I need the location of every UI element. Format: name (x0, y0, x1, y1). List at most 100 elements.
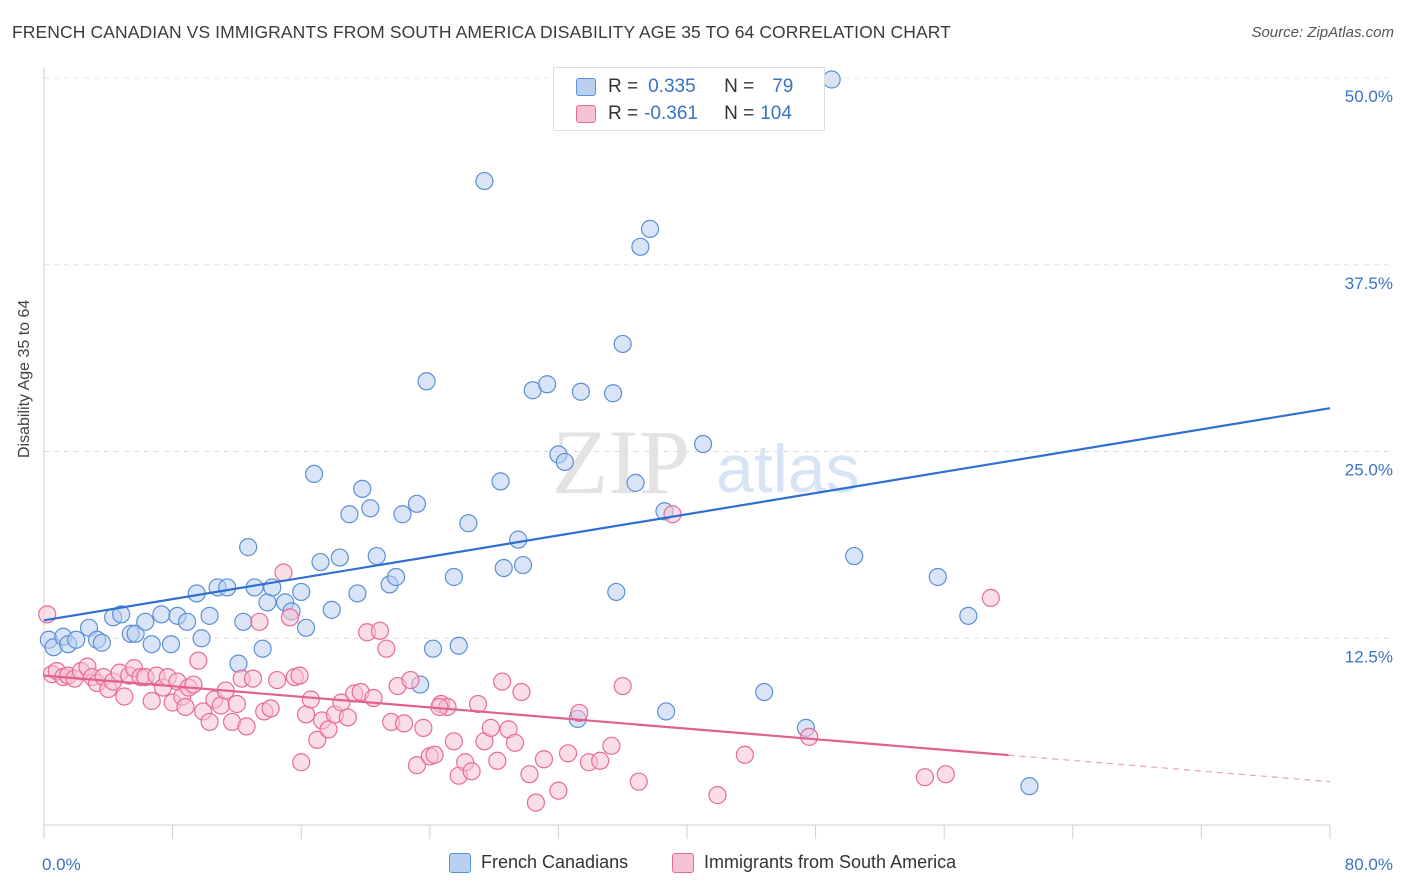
point-french-canadians (234, 612, 253, 631)
blue-swatch (576, 78, 596, 96)
r-value: 0.335 (648, 76, 696, 97)
point-french-canadians (423, 639, 443, 658)
y-tick-label: 25.0% (1345, 461, 1393, 480)
point-french-canadians (491, 472, 510, 491)
point-french-canadians (603, 384, 623, 403)
point-immigrants-south-america (184, 675, 203, 694)
chart-title: FRENCH CANADIAN VS IMMIGRANTS FROM SOUTH… (12, 22, 951, 42)
point-french-canadians (449, 636, 468, 655)
chart-source: Source: ZipAtlas.com (1251, 24, 1394, 41)
n-label: N = (724, 103, 755, 124)
point-immigrants-south-america (800, 727, 819, 746)
series-french-canadians (39, 70, 1039, 796)
point-immigrants-south-america (308, 730, 327, 749)
point-immigrants-south-america (549, 781, 568, 800)
trend-line-french-canadians (43, 407, 1331, 622)
point-french-canadians (367, 546, 386, 566)
point-immigrants-south-america (526, 793, 545, 812)
point-immigrants-south-america (290, 666, 309, 685)
point-french-canadians (571, 382, 591, 401)
point-immigrants-south-america (512, 682, 531, 702)
point-french-canadians (1020, 777, 1039, 796)
legend-label: French Canadians (481, 852, 629, 872)
point-immigrants-south-america (613, 676, 632, 696)
point-french-canadians (296, 618, 316, 637)
point-french-canadians (353, 479, 372, 498)
point-french-canadians (417, 372, 436, 391)
trend-line-extension (1008, 754, 1331, 783)
r-value: -0.361 (644, 103, 698, 124)
r-label: R = (608, 76, 639, 97)
point-french-canadians (152, 605, 171, 624)
point-immigrants-south-america (176, 697, 195, 717)
point-immigrants-south-america (936, 765, 955, 784)
legend-item-immigrants-south-america[interactable]: Immigrants from South America (672, 852, 956, 873)
point-french-canadians (177, 612, 197, 631)
x-tick-label-min: 0.0% (42, 855, 81, 874)
point-french-canadians (959, 606, 978, 625)
point-immigrants-south-america (570, 703, 589, 723)
point-french-canadians (322, 600, 341, 619)
point-french-canadians (407, 494, 427, 513)
blue-swatch (449, 852, 471, 873)
point-immigrants-south-america (401, 670, 420, 690)
point-french-canadians (613, 334, 632, 354)
trend-line-immigrants-south-america (43, 674, 1009, 757)
point-immigrants-south-america (558, 744, 578, 763)
y-axis-label: Disability Age 35 to 64 (16, 299, 33, 458)
point-french-canadians (112, 605, 131, 624)
point-immigrants-south-america (280, 608, 300, 627)
point-immigrants-south-america (735, 745, 754, 764)
point-french-canadians (845, 546, 864, 566)
watermark-zip: ZIP (552, 411, 690, 513)
point-french-canadians (607, 582, 626, 602)
series-legend: French Canadians Immigrants from South A… (0, 852, 1406, 878)
point-immigrants-south-america (227, 694, 246, 714)
point-immigrants-south-america (338, 708, 357, 727)
point-french-canadians (631, 237, 650, 256)
stats-legend: R = 0.335 N = 79 R = -0.361 N = 104 (553, 67, 825, 131)
watermark: ZIP atlas (552, 411, 860, 513)
point-french-canadians (330, 548, 349, 567)
y-tick-label: 50.0% (1345, 87, 1393, 106)
point-french-canadians (361, 499, 380, 518)
point-immigrants-south-america (493, 672, 512, 691)
point-french-canadians (239, 538, 258, 557)
point-french-canadians (142, 635, 161, 654)
point-immigrants-south-america (261, 699, 280, 718)
point-immigrants-south-america (267, 670, 287, 690)
n-value: 79 (772, 76, 794, 97)
point-french-canadians (693, 434, 713, 454)
point-french-canadians (348, 584, 367, 603)
point-immigrants-south-america (142, 691, 161, 711)
point-immigrants-south-america (332, 693, 351, 712)
y-tick-label: 37.5% (1345, 274, 1393, 293)
point-french-canadians (311, 552, 330, 572)
point-french-canadians (475, 171, 494, 191)
point-french-canadians (626, 473, 645, 492)
point-immigrants-south-america (377, 639, 396, 658)
y-tick-label: 12.5% (1345, 647, 1393, 666)
point-immigrants-south-america (981, 588, 1000, 608)
point-french-canadians (640, 219, 660, 238)
legend-item-french-canadians[interactable]: French Canadians (449, 852, 628, 873)
point-french-canadians (340, 505, 359, 524)
n-value: 104 (760, 103, 792, 124)
stats-row-immigrants-south-america: R = -0.361 N = 104 (576, 102, 792, 126)
point-immigrants-south-america (481, 718, 500, 737)
point-immigrants-south-america (243, 669, 263, 688)
point-french-canadians (555, 452, 574, 472)
point-french-canadians (192, 629, 211, 648)
point-french-canadians (386, 567, 406, 587)
point-immigrants-south-america (407, 756, 427, 775)
point-immigrants-south-america (274, 563, 293, 582)
point-french-canadians (822, 70, 841, 89)
trend-lines (43, 407, 1331, 783)
pink-swatch (672, 852, 694, 873)
axes (43, 68, 1331, 839)
point-french-canadians (494, 558, 513, 578)
point-french-canadians (657, 702, 676, 721)
point-french-canadians (200, 606, 219, 625)
stats-row-french-canadians: R = 0.335 N = 79 (576, 75, 793, 99)
point-french-canadians (161, 635, 181, 654)
